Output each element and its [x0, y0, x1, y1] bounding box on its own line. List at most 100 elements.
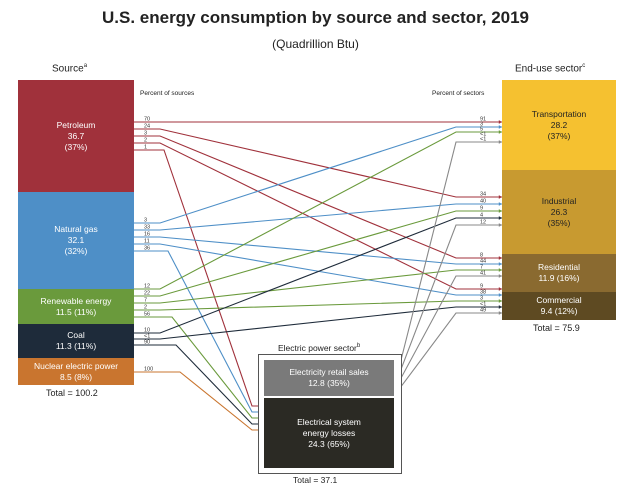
source-natural-gas: Natural gas 32.1 (32%) [18, 192, 134, 289]
flow-renewable-2-arrowhead [498, 268, 502, 272]
transportation-name: Transportation [531, 108, 587, 119]
percent-of-sources-label: Percent of sources [140, 90, 195, 97]
flow-natural-gas-0 [134, 126, 502, 224]
flow-renewable-3-arrowhead [498, 299, 502, 303]
renewable-value: 11.5 (11%) [55, 306, 97, 317]
sector-transportation: Transportation 28.2 (37%) [502, 80, 616, 170]
flow-electricity-retail-2-arrowhead [498, 274, 502, 278]
sector-pct-industrial-1: 40 [480, 199, 486, 205]
nuclear-value: 8.5 (8%) [59, 371, 93, 382]
flow-petroleum-1 [134, 128, 502, 198]
source-pct-natural-gas-3: 11 [144, 239, 150, 245]
petroleum-value: 36.7 [67, 130, 85, 141]
sector-commercial: Commercial 9.4 (12%) [502, 292, 616, 320]
transportation-pct: (37%) [547, 130, 571, 141]
flow-renewable-0 [134, 131, 502, 290]
percent-of-sectors-label: Percent of sectors [432, 90, 485, 97]
source-header: Sourcea [52, 63, 87, 74]
retail-value: 12.8 (35%) [308, 378, 350, 388]
end-use-header-label: End-use sector [515, 63, 583, 75]
flow-renewable-1-arrowhead [498, 209, 502, 213]
flow-petroleum-1-arrowhead [498, 195, 502, 199]
flow-petroleum-0-arrowhead [498, 120, 502, 124]
source-header-note: a [83, 63, 88, 69]
sector-pct-residential-2: 7 [480, 265, 483, 271]
diagram-subtitle: (Quadrillion Btu) [272, 37, 359, 51]
renewable-name: Renewable energy [40, 295, 112, 306]
sector-pct-industrial-4: 12 [480, 220, 486, 226]
flow-nuclear-0 [134, 371, 264, 431]
diagram-title: U.S. energy consumption by source and se… [101, 8, 530, 27]
sector-pct-commercial-3: <1 [480, 302, 486, 308]
flow-electricity-retail-0 [394, 141, 502, 365]
flow-petroleum-2-arrowhead [498, 256, 502, 260]
flow-petroleum-3 [134, 142, 502, 290]
petroleum-pct: (37%) [64, 141, 88, 152]
flow-natural-gas-0-arrowhead [498, 125, 502, 129]
electrical-system-losses: Electrical system energy losses 24.3 (65… [264, 398, 394, 468]
flow-natural-gas-3 [134, 243, 502, 296]
industrial-name: Industrial [541, 195, 577, 206]
losses-line1: Electrical system [297, 416, 361, 427]
source-pct-petroleum-3: 2 [144, 138, 147, 144]
flow-renewable-3 [134, 300, 502, 311]
source-pct-petroleum-2: 3 [144, 131, 147, 137]
sector-pct-industrial-3: 4 [480, 213, 483, 219]
sector-pct-transportation-2: 5 [480, 127, 483, 133]
residential-value: 11.9 (16%) [538, 273, 580, 283]
commercial-value: 9.4 (12%) [540, 306, 578, 316]
electric-power-note: b [356, 343, 361, 350]
sources-total: Total = 100.2 [46, 388, 98, 398]
flow-coal-1-arrowhead [498, 305, 502, 309]
flow-natural-gas-1 [134, 203, 502, 231]
sector-pct-commercial-2: 3 [480, 296, 483, 302]
sector-pct-transportation-4: <1 [480, 137, 486, 143]
flow-electricity-retail-1-arrowhead [498, 223, 502, 227]
flow-natural-gas-2 [134, 236, 502, 265]
sector-pct-commercial-0: 9 [480, 284, 483, 290]
flow-renewable-2 [134, 269, 502, 304]
source-pct-renewable-0: 12 [144, 284, 150, 290]
sector-pct-residential-0: 8 [480, 253, 483, 259]
petroleum-name: Petroleum [56, 119, 96, 130]
losses-value: 24.3 (65%) [308, 438, 350, 449]
source-pct-petroleum-1: 24 [144, 124, 150, 130]
source-nuclear: Nuclear electric power 8.5 (8%) [18, 358, 134, 385]
end-use-header-note: c [582, 63, 586, 69]
sector-pct-residential-1: 44 [480, 259, 486, 265]
source-pct-renewable-2: 7 [144, 298, 147, 304]
source-pct-natural-gas-2: 16 [144, 232, 150, 238]
natural-gas-name: Natural gas [54, 224, 98, 234]
sector-pct-commercial-4: 49 [480, 308, 486, 314]
flow-coal-0-arrowhead [498, 216, 502, 220]
retail-label: Electricity retail sales [289, 367, 369, 377]
sector-residential: Residential 11.9 (16%) [502, 254, 616, 292]
flow-electricity-retail-0-arrowhead [498, 140, 502, 144]
source-pct-renewable-1: 22 [144, 291, 150, 297]
nuclear-name: Nuclear electric power [33, 360, 119, 371]
source-pct-renewable-3: 2 [144, 305, 147, 311]
flow-renewable-1 [134, 210, 502, 297]
flow-coal-1 [134, 306, 502, 340]
sector-pct-industrial-0: 34 [480, 192, 486, 198]
flow-coal-0 [134, 217, 502, 334]
sector-pct-residential-3: 41 [480, 271, 486, 277]
sector-pct-industrial-2: 9 [480, 206, 483, 212]
natural-gas-value: 32.1 [67, 235, 85, 245]
source-coal: Coal 11.3 (11%) [18, 324, 134, 358]
flow-natural-gas-1-arrowhead [498, 202, 502, 206]
source-header-label: Source [52, 63, 84, 75]
sector-pct-transportation-0: 91 [480, 117, 486, 123]
source-pct-coal-2: 90 [144, 340, 150, 346]
source-pct-natural-gas-1: 33 [144, 225, 150, 231]
source-pct-natural-gas-0: 3 [144, 218, 147, 224]
residential-name: Residential [537, 262, 581, 272]
source-pct-natural-gas-4: 36 [144, 246, 150, 252]
losses-line2: energy losses [302, 427, 356, 438]
source-pct-coal-0: 10 [144, 328, 150, 334]
electric-power-label: Electric power sector [278, 343, 357, 353]
flow-natural-gas-3-arrowhead [498, 293, 502, 297]
flow-natural-gas-2-arrowhead [498, 262, 502, 266]
end-use-header: End-use sectorc [515, 63, 585, 74]
